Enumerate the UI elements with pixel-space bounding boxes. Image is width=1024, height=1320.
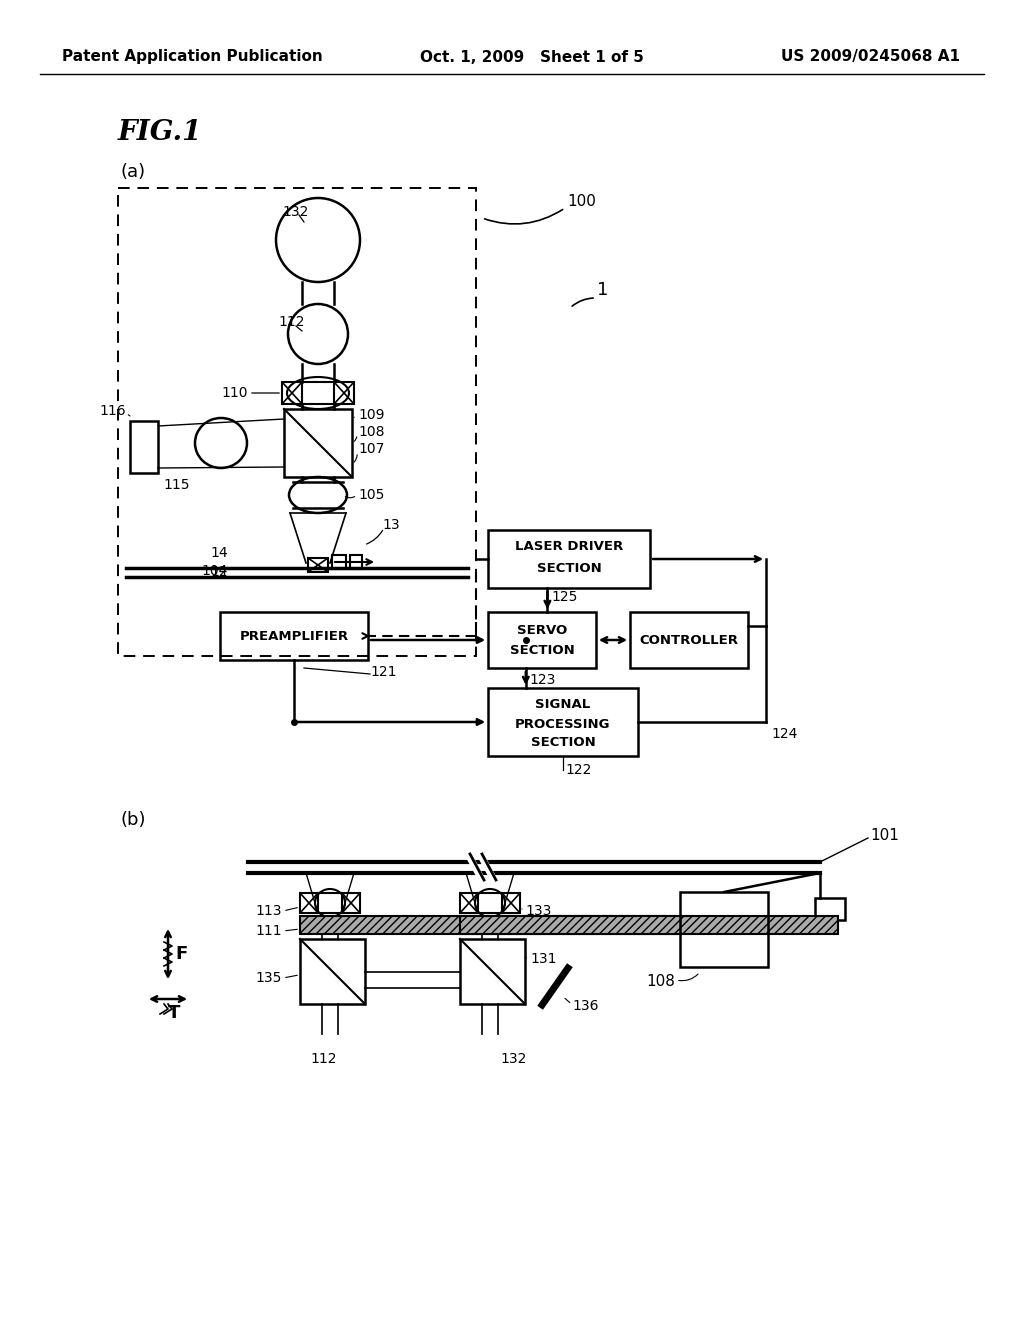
Bar [342, 894, 360, 913]
Text: LASER DRIVER: LASER DRIVER [515, 540, 624, 553]
Text: 111: 111 [255, 924, 282, 939]
Text: 113: 113 [256, 904, 282, 917]
Text: 135: 135 [256, 972, 282, 985]
Bar [300, 916, 678, 935]
Text: T: T [168, 1005, 180, 1022]
Bar [220, 612, 368, 660]
Text: 133: 133 [525, 904, 551, 917]
Text: 108: 108 [646, 974, 675, 990]
Text: 124: 124 [771, 727, 798, 741]
Text: (b): (b) [120, 810, 145, 829]
Text: SECTION: SECTION [510, 644, 574, 656]
Text: 101: 101 [870, 828, 899, 842]
Text: 110: 110 [221, 385, 248, 400]
Text: SERVO: SERVO [517, 623, 567, 636]
Bar [460, 894, 478, 913]
Text: SECTION: SECTION [537, 561, 601, 574]
Text: 122: 122 [565, 763, 592, 777]
Bar [284, 409, 352, 477]
Text: SIGNAL: SIGNAL [536, 697, 591, 710]
Text: 108: 108 [358, 425, 384, 440]
Bar [460, 939, 525, 1005]
Bar [502, 894, 520, 913]
Bar [118, 187, 476, 656]
Text: Oct. 1, 2009   Sheet 1 of 5: Oct. 1, 2009 Sheet 1 of 5 [420, 49, 644, 65]
Text: 1: 1 [597, 281, 608, 300]
Bar [680, 892, 768, 968]
Text: 121: 121 [370, 665, 396, 678]
Text: 136: 136 [572, 999, 599, 1014]
Bar [488, 612, 596, 668]
Text: F: F [175, 945, 187, 964]
Bar [488, 531, 650, 587]
Text: 100: 100 [567, 194, 596, 210]
Bar [815, 898, 845, 920]
Text: 109: 109 [358, 408, 384, 422]
Text: PROCESSING: PROCESSING [515, 718, 610, 730]
Bar [300, 894, 318, 913]
Bar [308, 558, 328, 572]
Bar [130, 421, 158, 473]
Text: 104: 104 [202, 564, 228, 578]
Bar [460, 916, 838, 935]
Text: 132: 132 [282, 205, 308, 219]
Text: 115: 115 [163, 478, 189, 492]
Bar [488, 688, 638, 756]
Text: 14: 14 [210, 546, 228, 560]
Text: Patent Application Publication: Patent Application Publication [62, 49, 323, 65]
Text: PREAMPLIFIER: PREAMPLIFIER [240, 630, 348, 643]
Text: 131: 131 [530, 952, 556, 966]
Text: US 2009/0245068 A1: US 2009/0245068 A1 [781, 49, 961, 65]
Bar [300, 939, 365, 1005]
Text: 12: 12 [210, 565, 228, 579]
Bar [630, 612, 748, 668]
Text: 112: 112 [310, 1052, 337, 1067]
Bar [350, 554, 362, 569]
Text: FIG.1: FIG.1 [118, 119, 203, 145]
Text: SECTION: SECTION [530, 735, 595, 748]
Bar [282, 381, 302, 404]
Bar [334, 381, 354, 404]
Text: 116: 116 [99, 404, 126, 418]
Bar [332, 554, 346, 569]
Text: 13: 13 [382, 517, 399, 532]
Text: 125: 125 [551, 590, 578, 605]
Text: 132: 132 [500, 1052, 526, 1067]
Text: 123: 123 [529, 673, 556, 686]
Text: 107: 107 [358, 442, 384, 455]
Text: (a): (a) [120, 162, 145, 181]
Text: CONTROLLER: CONTROLLER [640, 634, 738, 647]
Text: 112: 112 [278, 315, 304, 329]
Text: 105: 105 [358, 488, 384, 502]
